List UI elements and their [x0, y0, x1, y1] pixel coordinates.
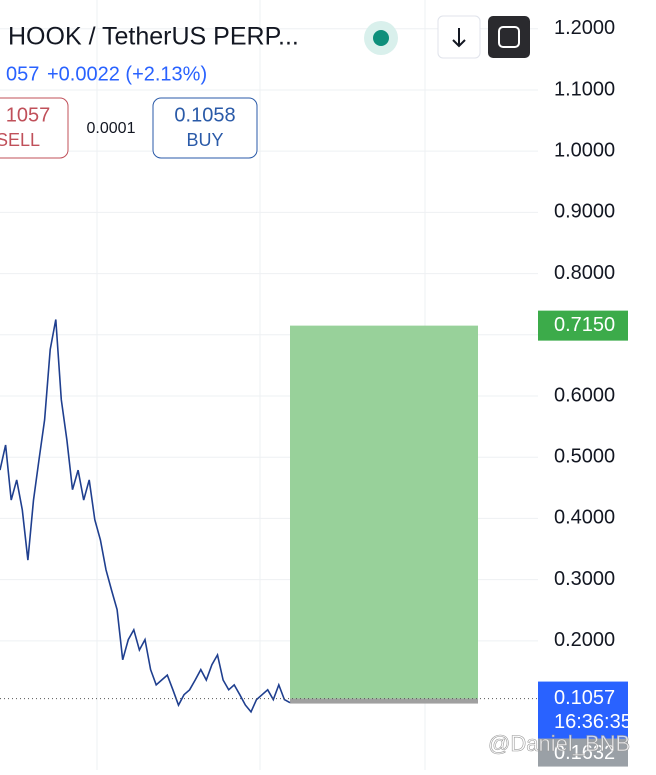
y-tick-label: 0.5000 — [554, 446, 615, 468]
price-label: 0.1057 — [554, 687, 615, 709]
fullscreen-icon — [498, 26, 520, 48]
price-change: +0.0022 (+2.13%) — [47, 63, 207, 85]
y-tick-label: 0.2000 — [554, 629, 615, 651]
target-label: 0.7150 — [554, 314, 615, 336]
buy-label: BUY — [186, 130, 223, 150]
target-label-box — [538, 310, 628, 341]
stop-zone — [290, 698, 478, 704]
y-tick-label: 1.1000 — [554, 78, 615, 100]
spread: 0.0001 — [87, 120, 136, 137]
price-line — [0, 319, 291, 714]
watermark: @Daniel_BNB — [488, 731, 630, 756]
y-tick-label: 1.0000 — [554, 139, 615, 161]
low-label: 0.1632 — [554, 742, 615, 764]
y-tick-label: 0.9000 — [554, 201, 615, 223]
sell-button[interactable] — [0, 97, 69, 159]
y-tick-label: 0.4000 — [554, 507, 615, 529]
y-tick-label: 0.3000 — [554, 568, 615, 590]
countdown: 16:36:35 — [554, 711, 632, 733]
buy-button[interactable] — [152, 97, 258, 159]
y-tick-label: 0.6000 — [554, 384, 615, 406]
symbol-title: HOOK / TetherUS PERP... — [8, 23, 299, 51]
price-label-box — [538, 681, 628, 739]
y-tick-label: 0.8000 — [554, 262, 615, 284]
sell-price: 1057 — [6, 104, 51, 126]
target-zone — [290, 325, 478, 699]
fullscreen-button[interactable] — [488, 16, 530, 58]
y-tick-label: 1.2000 — [554, 17, 615, 39]
status-dot — [373, 30, 389, 46]
low-label-box — [538, 738, 628, 767]
sell-label: SELL — [0, 130, 40, 150]
buy-price: 0.1058 — [174, 104, 235, 126]
download-icon — [452, 28, 466, 48]
last-price: 057 — [6, 63, 39, 85]
